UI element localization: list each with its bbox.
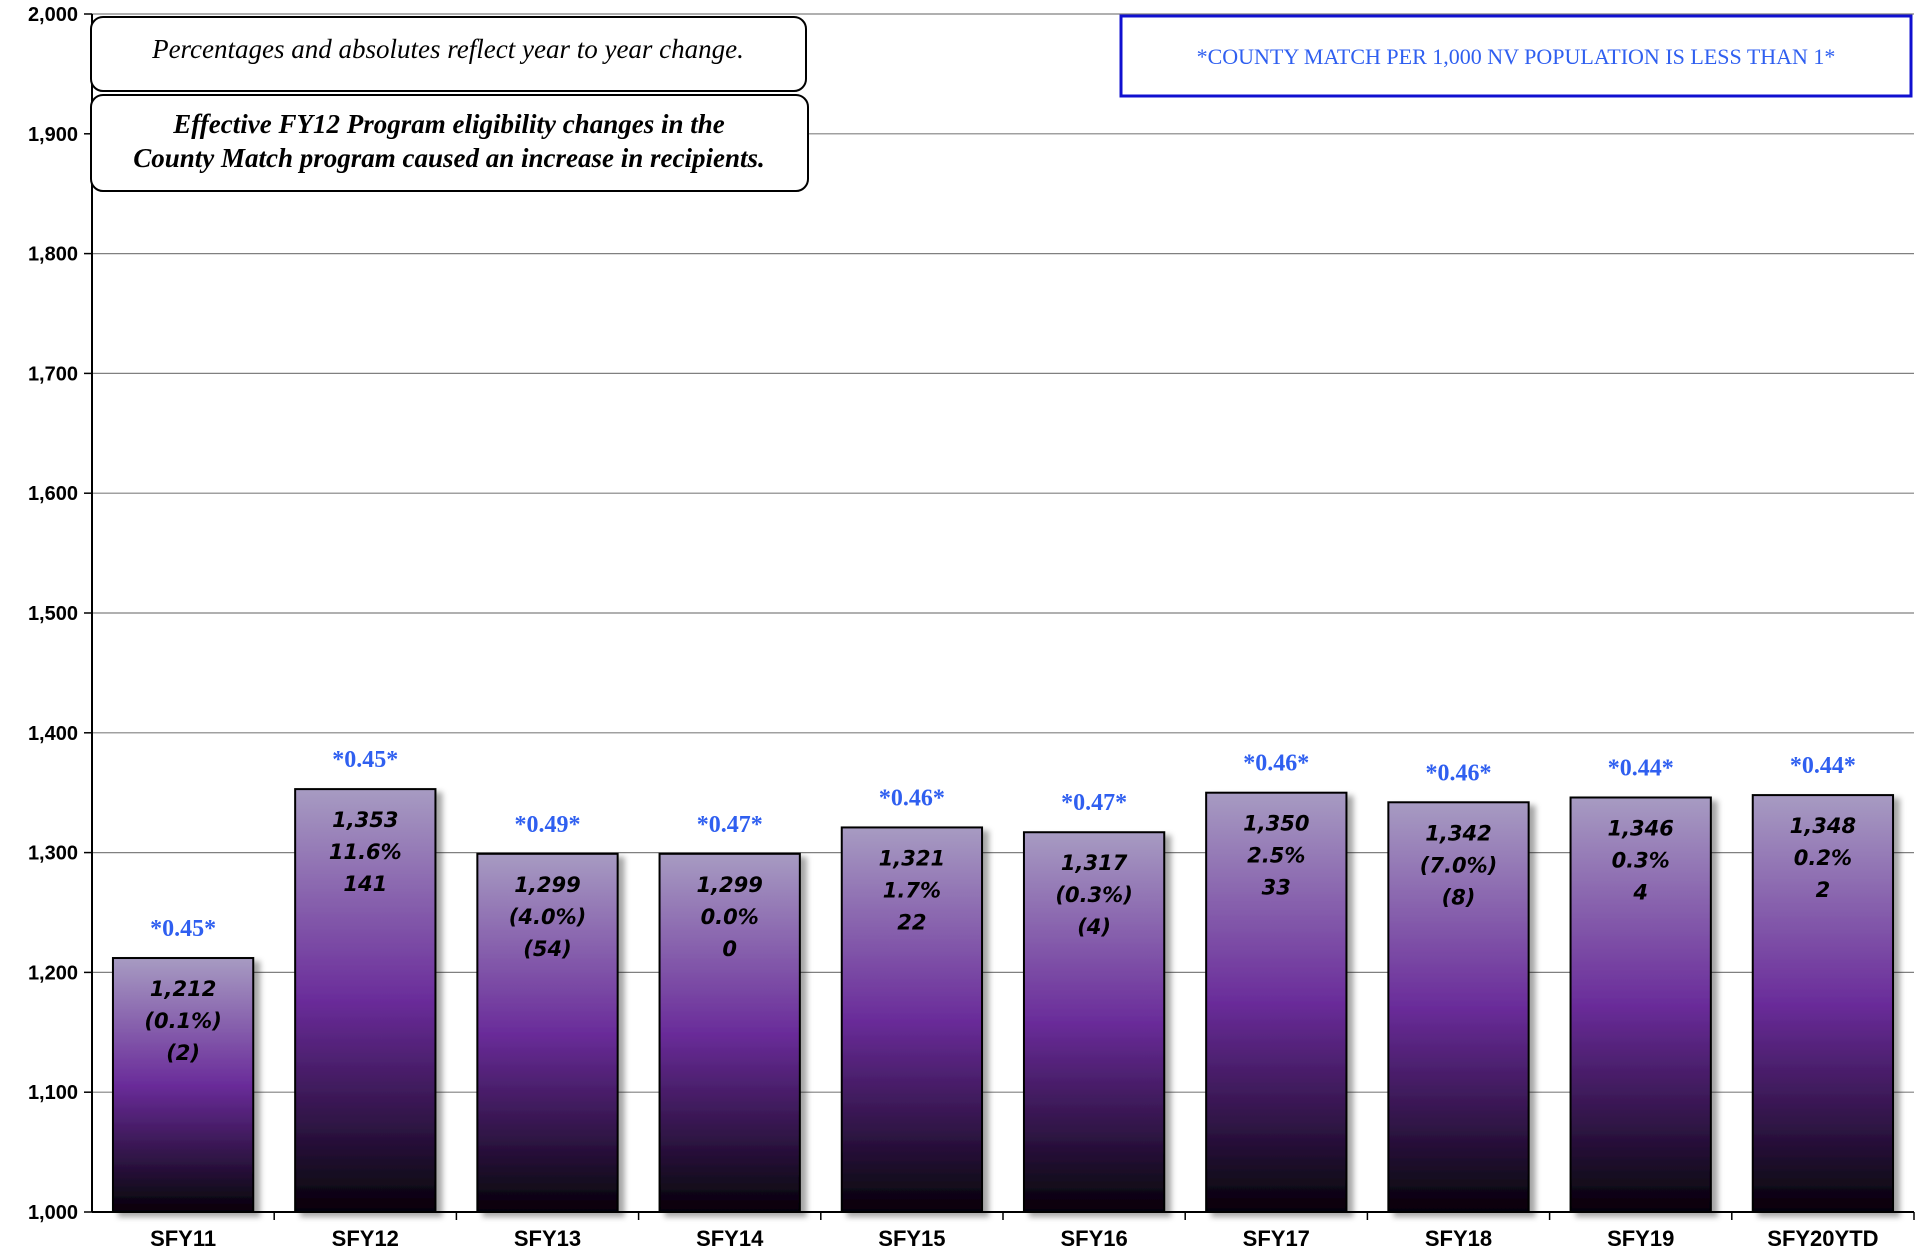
bar xyxy=(1751,794,1895,1213)
bar xyxy=(1569,796,1712,1213)
value-label: 1,317 xyxy=(1061,851,1128,875)
value-label: 1,212 xyxy=(150,977,216,1001)
y-tick-label: 1,800 xyxy=(28,244,78,266)
value-label: 1,321 xyxy=(879,846,945,870)
county-match-note-text: *COUNTY MATCH PER 1,000 NV POPULATION IS… xyxy=(1197,44,1836,69)
category-label: SFY15 xyxy=(878,1226,945,1251)
per-1000-label: *0.45* xyxy=(332,747,398,773)
per-1000-label: *0.49* xyxy=(515,812,581,838)
category-label: SFY13 xyxy=(514,1226,581,1251)
per-1000-label: *0.44* xyxy=(1790,753,1856,779)
value-label: 1,299 xyxy=(696,873,762,897)
value-label: 1,353 xyxy=(332,808,398,832)
eligibility-note-line1: Effective FY12 Program eligibility chang… xyxy=(172,109,724,139)
bar xyxy=(1205,791,1348,1213)
value-label: 1,342 xyxy=(1425,821,1491,845)
y-tick-label: 1,500 xyxy=(28,603,78,625)
y-tick-label: 1,200 xyxy=(28,962,78,984)
per-1000-label: *0.47* xyxy=(697,812,763,838)
abs-change-label: (2) xyxy=(166,1041,200,1065)
bar xyxy=(294,788,437,1214)
y-tick-label: 1,900 xyxy=(28,124,78,146)
per-1000-label: *0.46* xyxy=(1243,751,1309,777)
abs-change-label: 33 xyxy=(1262,876,1291,900)
abs-change-label: 2 xyxy=(1816,878,1831,902)
value-label: 1,348 xyxy=(1790,814,1856,838)
pct-change-label: (7.0%) xyxy=(1420,853,1497,877)
abs-change-label: 0 xyxy=(722,937,737,961)
abs-change-label: 141 xyxy=(343,872,387,896)
change-note-box: Percentages and absolutes reflect year t… xyxy=(90,16,807,92)
pct-change-label: 11.6% xyxy=(329,840,402,864)
bar xyxy=(840,826,984,1214)
y-tick-label: 1,600 xyxy=(28,483,78,505)
pct-change-label: 0.3% xyxy=(1612,848,1670,872)
category-label: SFY19 xyxy=(1607,1226,1674,1251)
eligibility-note-line2: County Match program caused an increase … xyxy=(133,143,765,173)
abs-change-label: (8) xyxy=(1442,885,1476,909)
y-tick-label: 2,000 xyxy=(28,4,78,26)
eligibility-note-box: Effective FY12 Program eligibility chang… xyxy=(90,94,809,192)
category-label: SFY17 xyxy=(1243,1226,1310,1251)
category-label: SFY18 xyxy=(1425,1226,1492,1251)
y-tick-label: 1,100 xyxy=(28,1082,78,1104)
value-label: 1,350 xyxy=(1243,812,1309,836)
bar xyxy=(476,852,619,1213)
abs-change-label: (4) xyxy=(1077,915,1111,939)
category-label: SFY20YTD xyxy=(1767,1226,1878,1251)
pct-change-label: 1.7% xyxy=(883,878,941,902)
y-tick-label: 1,300 xyxy=(28,843,78,865)
abs-change-label: 4 xyxy=(1632,880,1648,904)
value-label: 1,346 xyxy=(1607,816,1673,840)
category-label: SFY16 xyxy=(1060,1226,1127,1251)
y-tick-label: 1,000 xyxy=(28,1202,78,1224)
bar xyxy=(1387,801,1530,1213)
per-1000-label: *0.46* xyxy=(1426,760,1492,786)
bar-labels: SFY11 *0.45* 1,212 (0.1%) (2) SFY12 *0.45* 1,35… xyxy=(144,747,1878,1251)
abs-change-label: 22 xyxy=(897,910,926,934)
per-1000-label: *0.46* xyxy=(879,785,945,811)
bar xyxy=(658,852,801,1213)
change-note-text: Percentages and absolutes reflect year t… xyxy=(151,34,744,64)
bar xyxy=(1022,831,1166,1213)
per-1000-label: *0.47* xyxy=(1061,790,1127,816)
per-1000-label: *0.45* xyxy=(150,916,216,942)
category-label: SFY12 xyxy=(332,1226,399,1251)
pct-change-label: 0.0% xyxy=(701,905,759,929)
pct-change-label: (4.0%) xyxy=(509,905,586,929)
pct-change-label: (0.1%) xyxy=(144,1009,221,1033)
county-match-note-box: *COUNTY MATCH PER 1,000 NV POPULATION IS… xyxy=(1119,14,1913,98)
bars xyxy=(111,788,1895,1214)
value-label: 1,299 xyxy=(514,873,580,897)
y-tick-label: 1,700 xyxy=(28,363,78,385)
y-tick-label: 1,400 xyxy=(28,723,78,745)
pct-change-label: 0.2% xyxy=(1794,846,1852,870)
pct-change-label: (0.3%) xyxy=(1055,883,1132,907)
per-1000-label: *0.44* xyxy=(1608,755,1674,781)
category-label: SFY11 xyxy=(150,1226,216,1251)
category-label: SFY14 xyxy=(696,1226,764,1251)
bar xyxy=(111,957,255,1213)
abs-change-label: (54) xyxy=(523,937,571,961)
pct-change-label: 2.5% xyxy=(1247,844,1305,868)
